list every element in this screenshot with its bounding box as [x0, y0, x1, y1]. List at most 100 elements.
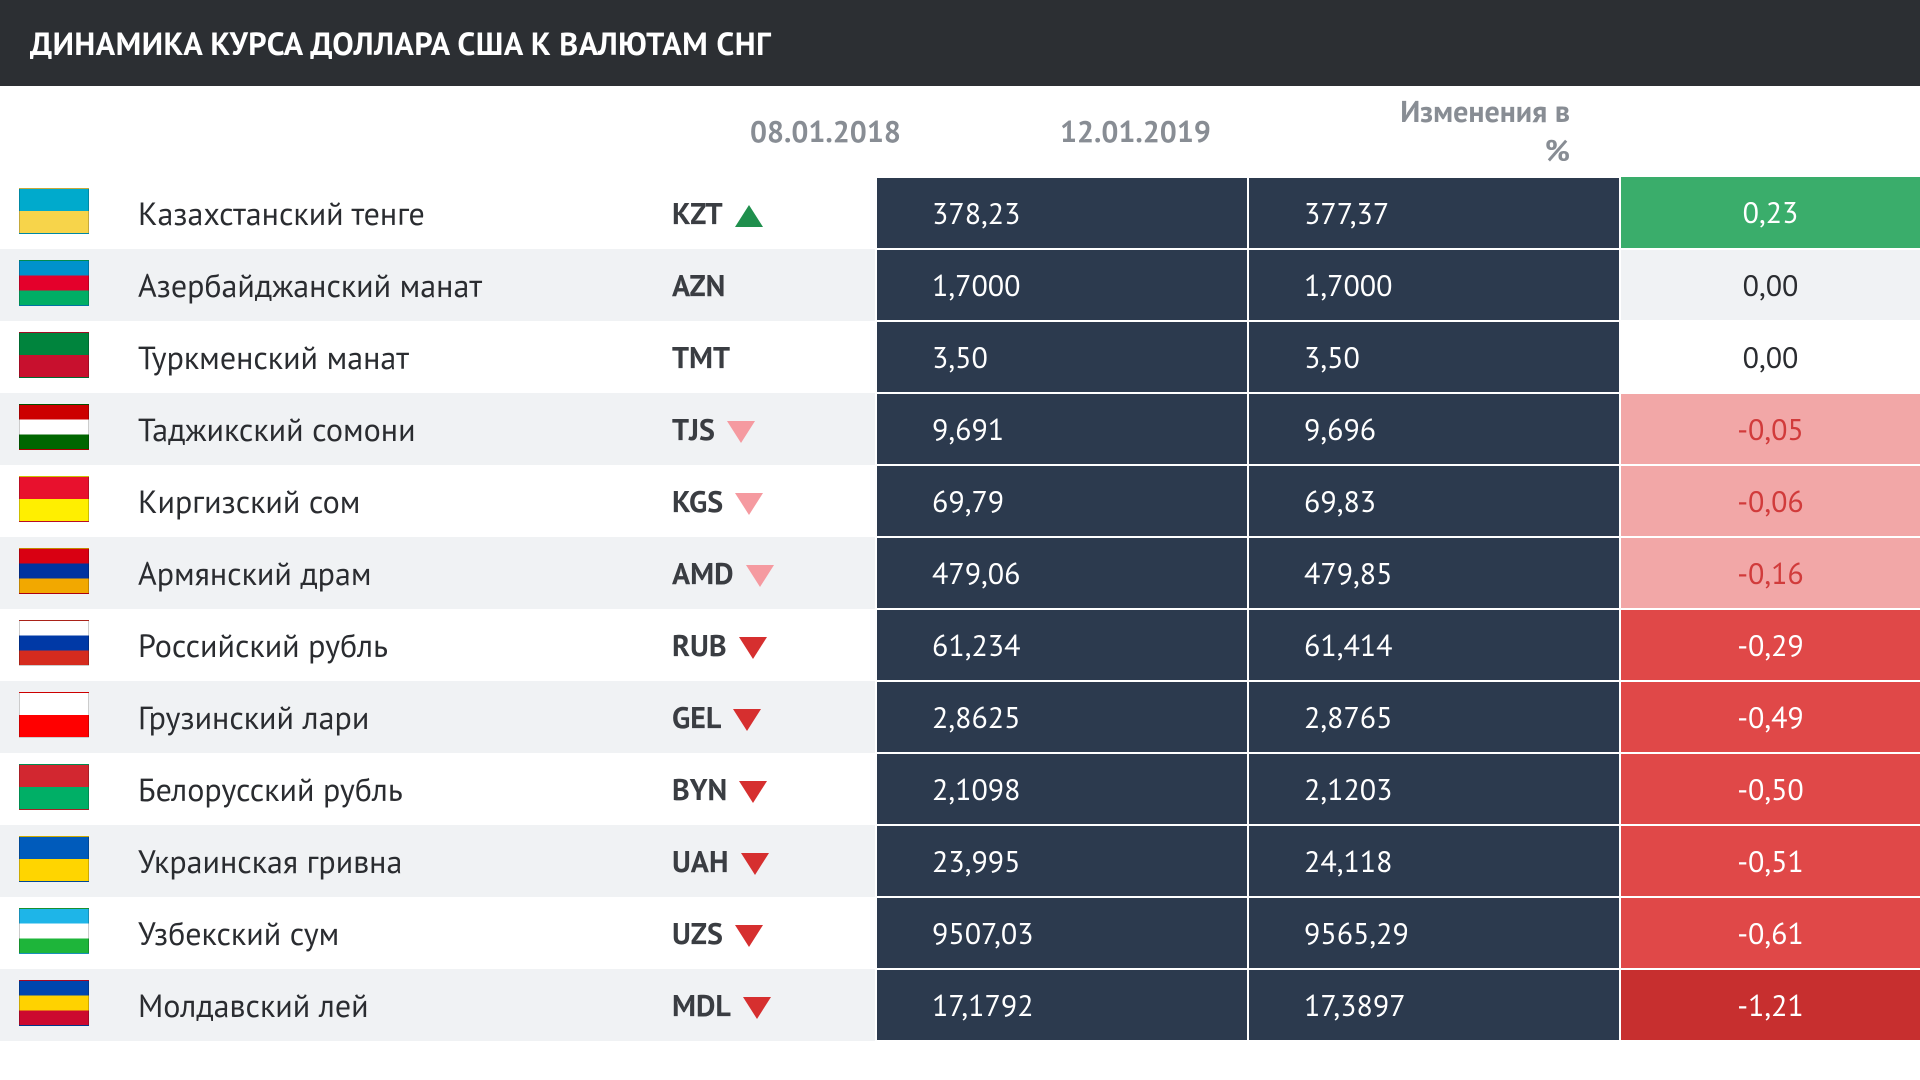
- currency-name: Грузинский лари: [108, 681, 672, 753]
- table-row: Таджикский сомониTJS9,6919,696-0,05: [0, 393, 1920, 465]
- flag-icon: [19, 620, 89, 666]
- currency-code: TJS: [672, 393, 876, 465]
- currency-code: KGS: [672, 465, 876, 537]
- currency-name: Белорусский рубль: [108, 753, 672, 825]
- table-row: Киргизский сомKGS69,7969,83-0,06: [0, 465, 1920, 537]
- value-date1: 3,50: [876, 321, 1248, 393]
- currency-name: Казахстанский тенге: [108, 177, 672, 249]
- arrow-down-icon: [741, 853, 769, 875]
- value-date2: 61,414: [1248, 609, 1620, 681]
- table-row: Туркменский манатTMT3,503,500,00: [0, 321, 1920, 393]
- change-percent: 0,00: [1620, 321, 1920, 393]
- flag-icon: [19, 692, 89, 738]
- currency-code: AMD: [672, 537, 876, 609]
- currency-name: Туркменский манат: [108, 321, 672, 393]
- table-row: Украинская гривнаUAH23,99524,118-0,51: [0, 825, 1920, 897]
- value-date1: 61,234: [876, 609, 1248, 681]
- arrow-down-icon: [735, 925, 763, 947]
- value-date1: 479,06: [876, 537, 1248, 609]
- table-row: Российский рубльRUB61,23461,414-0,29: [0, 609, 1920, 681]
- arrow-down-icon: [739, 637, 767, 659]
- currency-name: Российский рубль: [108, 609, 672, 681]
- change-percent: -1,21: [1620, 969, 1920, 1041]
- currency-name: Украинская гривна: [108, 825, 672, 897]
- table-header: 08.01.2018 12.01.2019 Изменения в %: [0, 86, 1920, 176]
- value-date1: 69,79: [876, 465, 1248, 537]
- arrow-up-icon: [735, 205, 763, 227]
- currency-name: Киргизский сом: [108, 465, 672, 537]
- value-date2: 69,83: [1248, 465, 1620, 537]
- flag-icon: [19, 404, 89, 450]
- change-percent: -0,06: [1620, 465, 1920, 537]
- currency-code: TMT: [672, 321, 876, 393]
- currency-code: UAH: [672, 825, 876, 897]
- value-date2: 9,696: [1248, 393, 1620, 465]
- currency-code: KZT: [672, 177, 876, 249]
- currency-name: Армянский драм: [108, 537, 672, 609]
- table-row: Азербайджанский манатAZN1,70001,70000,00: [0, 249, 1920, 321]
- flag-icon: [19, 980, 89, 1026]
- header-date2: 12.01.2019: [1040, 112, 1350, 151]
- table-row: Грузинский лариGEL2,86252,8765-0,49: [0, 681, 1920, 753]
- value-date2: 9565,29: [1248, 897, 1620, 969]
- value-date1: 9,691: [876, 393, 1248, 465]
- value-date2: 2,1203: [1248, 753, 1620, 825]
- table-row: Белорусский рубльBYN2,10982,1203-0,50: [0, 753, 1920, 825]
- flag-icon: [19, 548, 89, 594]
- value-date2: 1,7000: [1248, 249, 1620, 321]
- value-date1: 1,7000: [876, 249, 1248, 321]
- flag-icon: [19, 260, 89, 306]
- currency-code: BYN: [672, 753, 876, 825]
- currency-code: UZS: [672, 897, 876, 969]
- change-percent: -0,50: [1620, 753, 1920, 825]
- arrow-down-icon: [733, 709, 761, 731]
- value-date1: 378,23: [876, 177, 1248, 249]
- value-date2: 2,8765: [1248, 681, 1620, 753]
- value-date2: 479,85: [1248, 537, 1620, 609]
- change-percent: 0,23: [1620, 177, 1920, 249]
- flag-icon: [19, 764, 89, 810]
- change-percent: 0,00: [1620, 249, 1920, 321]
- value-date1: 2,1098: [876, 753, 1248, 825]
- table-row: Армянский драмAMD479,06479,85-0,16: [0, 537, 1920, 609]
- flag-icon: [19, 908, 89, 954]
- arrow-down-icon: [727, 421, 755, 443]
- change-percent: -0,61: [1620, 897, 1920, 969]
- value-date2: 24,118: [1248, 825, 1620, 897]
- value-date1: 9507,03: [876, 897, 1248, 969]
- value-date2: 377,37: [1248, 177, 1620, 249]
- currency-name: Таджикский сомони: [108, 393, 672, 465]
- header-change: Изменения в %: [1350, 92, 1600, 170]
- currency-name: Азербайджанский манат: [108, 249, 672, 321]
- table-row: Казахстанский тенгеKZT378,23377,370,23: [0, 177, 1920, 249]
- table-row: Узбекский сумUZS9507,039565,29-0,61: [0, 897, 1920, 969]
- change-percent: -0,16: [1620, 537, 1920, 609]
- flag-icon: [19, 836, 89, 882]
- arrow-down-icon: [743, 997, 771, 1019]
- value-date1: 2,8625: [876, 681, 1248, 753]
- change-percent: -0,29: [1620, 609, 1920, 681]
- currency-code: MDL: [672, 969, 876, 1041]
- flag-icon: [19, 476, 89, 522]
- currency-code: GEL: [672, 681, 876, 753]
- change-percent: -0,05: [1620, 393, 1920, 465]
- currency-name: Узбекский сум: [108, 897, 672, 969]
- flag-icon: [19, 332, 89, 378]
- value-date2: 3,50: [1248, 321, 1620, 393]
- currency-code: AZN: [672, 249, 876, 321]
- currency-name: Молдавский лей: [108, 969, 672, 1041]
- table-row: Молдавский лейMDL17,179217,3897-1,21: [0, 969, 1920, 1041]
- value-date2: 17,3897: [1248, 969, 1620, 1041]
- currency-code: RUB: [672, 609, 876, 681]
- arrow-down-icon: [746, 565, 774, 587]
- change-percent: -0,49: [1620, 681, 1920, 753]
- arrow-down-icon: [735, 493, 763, 515]
- rates-table: Казахстанский тенгеKZT378,23377,370,23Аз…: [0, 176, 1920, 1042]
- header-date1: 08.01.2018: [730, 112, 1040, 151]
- page-title: ДИНАМИКА КУРСА ДОЛЛАРА США К ВАЛЮТАМ СНГ: [0, 0, 1920, 86]
- flag-icon: [19, 188, 89, 234]
- value-date1: 17,1792: [876, 969, 1248, 1041]
- value-date1: 23,995: [876, 825, 1248, 897]
- arrow-down-icon: [739, 781, 767, 803]
- change-percent: -0,51: [1620, 825, 1920, 897]
